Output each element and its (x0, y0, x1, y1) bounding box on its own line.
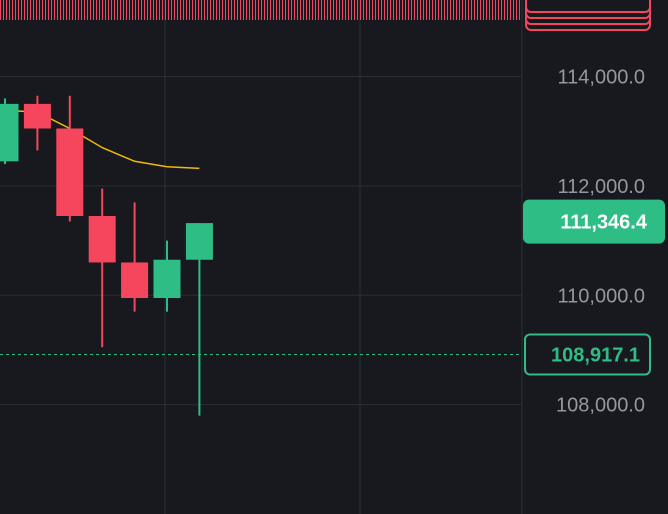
reference-price-badge (524, 333, 651, 376)
stacked-price-label (525, 0, 651, 13)
candle-body (23, 103, 51, 129)
candle (56, 95, 84, 222)
last-price-label: 111,346.4 (560, 212, 648, 234)
y-tick-label: 108,000.0 (556, 395, 645, 417)
price-axis[interactable]: 108,000.0 110,000.0 112,000.0 114,000.0 (556, 67, 645, 417)
reference-price-label: 108,917.1 (551, 344, 640, 366)
price-label-stack (0, 0, 651, 31)
y-tick-label: 110,000.0 (558, 285, 646, 307)
candle (121, 202, 149, 312)
candle-body (185, 223, 213, 260)
y-tick-label: 112,000.0 (558, 176, 646, 198)
candle-body (0, 103, 19, 162)
candle-body (56, 128, 84, 216)
last-price-badge (523, 199, 665, 244)
candle (23, 95, 51, 151)
y-tick-label: 114,000.0 (558, 67, 646, 89)
candle-body (153, 259, 181, 299)
candle (0, 98, 19, 165)
candle-body (121, 262, 149, 299)
candle (88, 188, 116, 348)
candle (153, 240, 181, 312)
candlestick-series (0, 95, 213, 416)
chart-grid (0, 0, 523, 514)
price-badges: 111,346.4 108,917.1 (523, 199, 665, 376)
candle-body (88, 215, 116, 263)
candle (185, 223, 213, 416)
